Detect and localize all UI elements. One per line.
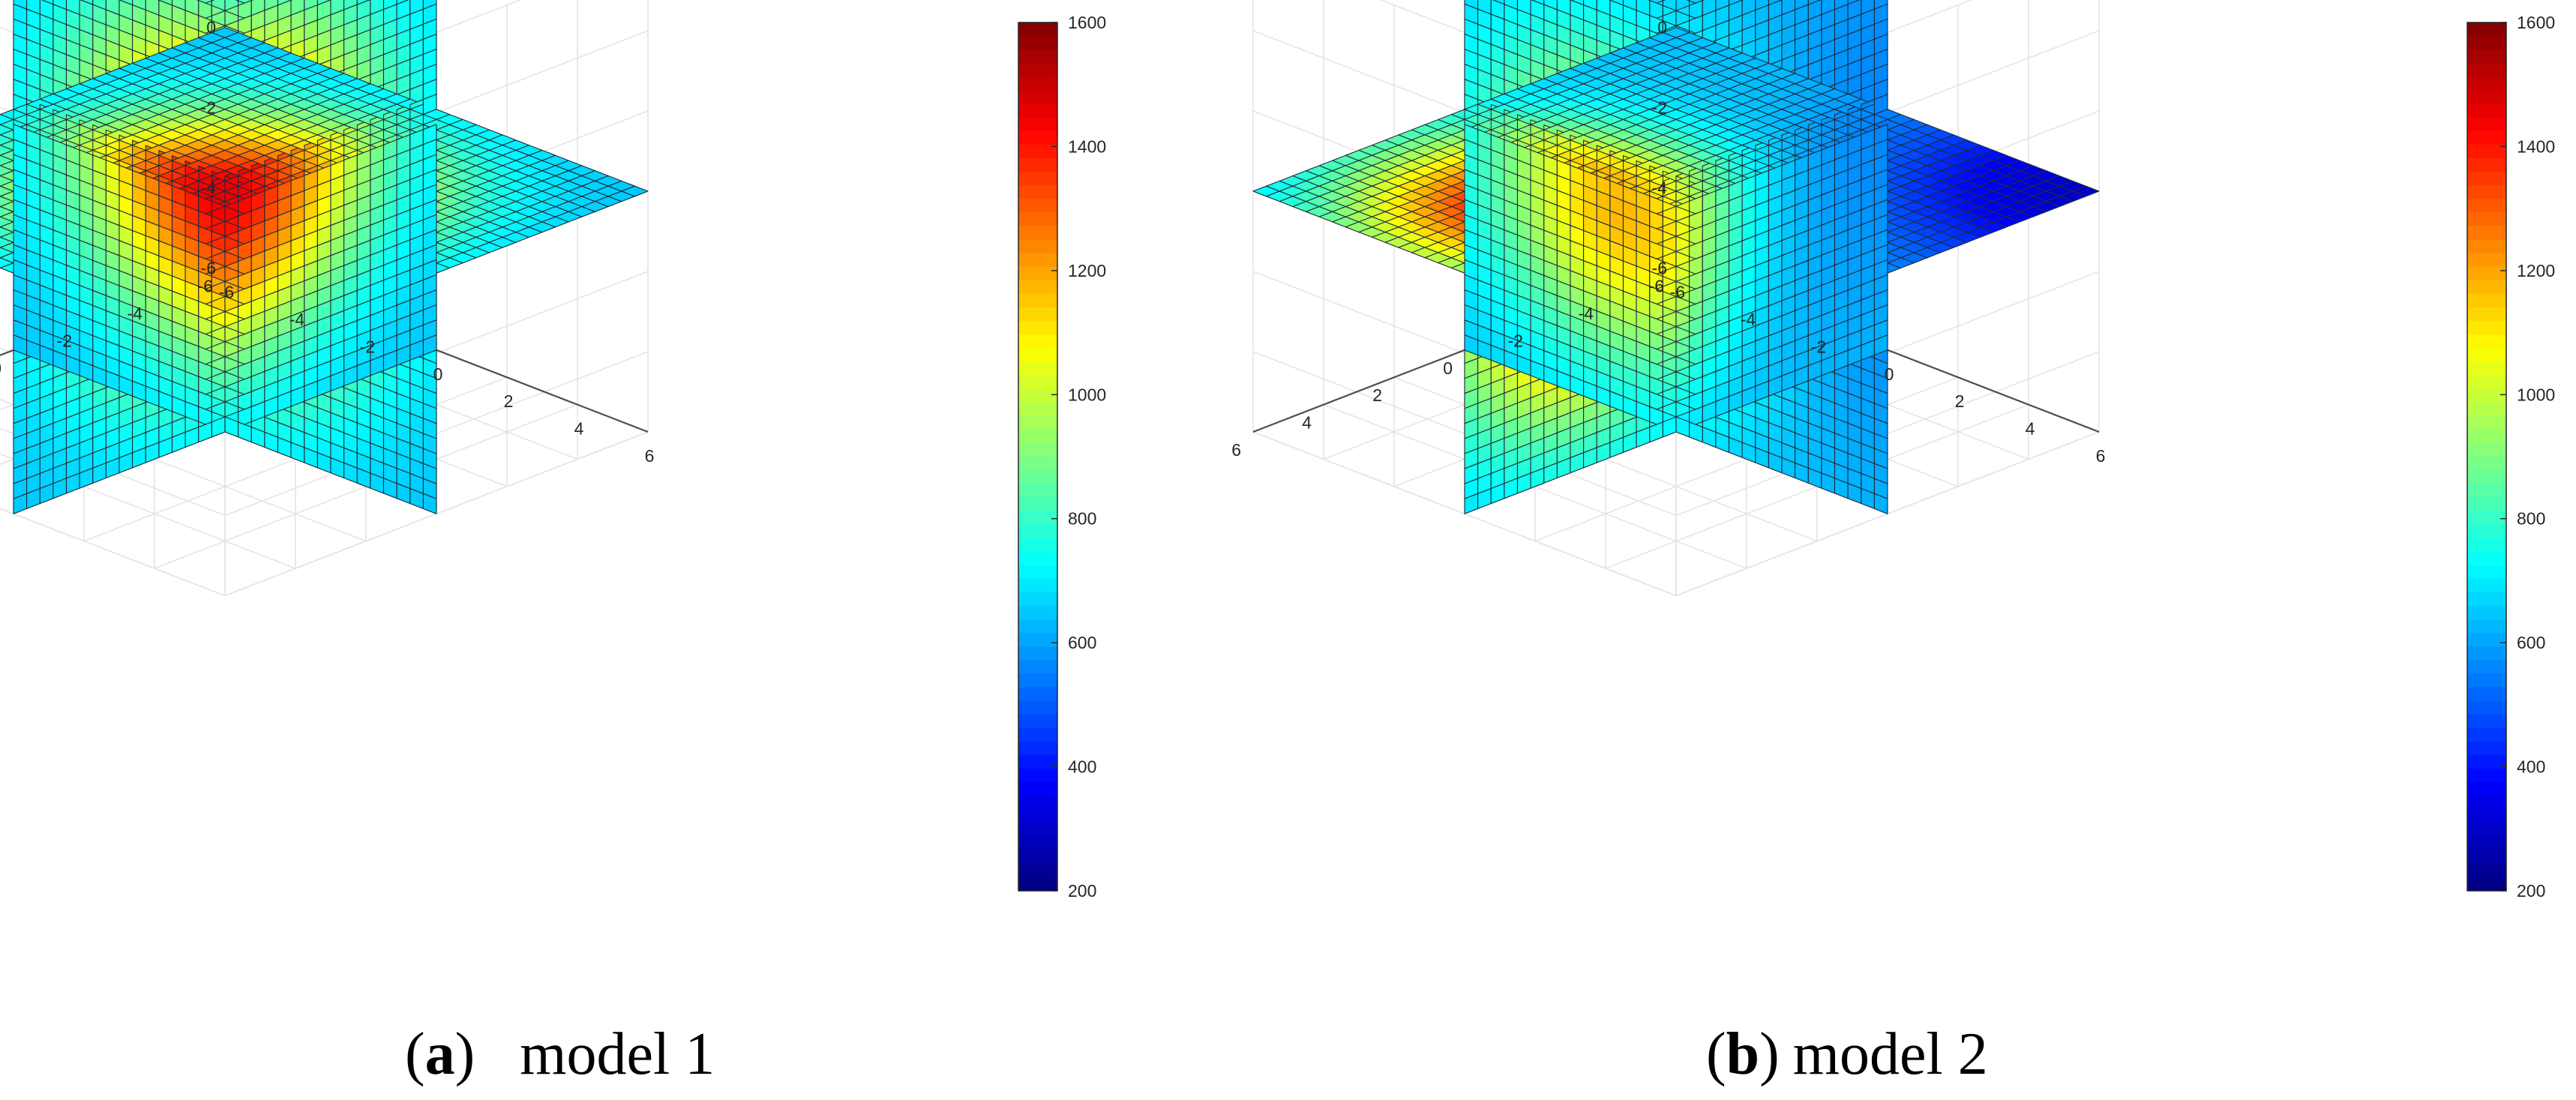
y-tick-label: -6 xyxy=(198,277,213,296)
colorbar-band xyxy=(1018,76,1057,91)
colorbar-band xyxy=(1018,63,1057,77)
panel-a-colorbar: 1600 1400 1200 1000 800 600 400 200 xyxy=(1018,13,1106,901)
colorbar-band xyxy=(1018,565,1057,580)
colorbar-band xyxy=(1018,836,1057,851)
x-tick-label: 0 xyxy=(433,364,443,384)
colorbar-band xyxy=(1018,130,1057,145)
colorbar-band xyxy=(1018,524,1057,539)
colorbar-band xyxy=(1018,700,1057,715)
colorbar-band xyxy=(1018,470,1057,484)
colorbar-band xyxy=(1018,538,1057,553)
colorbar-band xyxy=(1018,307,1057,322)
colorbar-band xyxy=(1018,293,1057,308)
colorbar-band xyxy=(1018,49,1057,64)
panel-a-slices xyxy=(0,0,649,514)
x-tick-label: -6 xyxy=(219,283,234,302)
colorbar-band xyxy=(1018,185,1057,199)
y-tick-label: 0 xyxy=(0,358,1,378)
colorbar-band xyxy=(1018,578,1057,593)
colorbar-tick-label: 1400 xyxy=(1068,136,1106,156)
colorbar-band xyxy=(1018,212,1057,226)
colorbar-band xyxy=(1018,633,1057,647)
z-tick-label: -2 xyxy=(201,98,216,118)
y-tick-label: -4 xyxy=(127,304,143,323)
z-tick-label: -4 xyxy=(201,178,217,198)
panel-a-caption-letter: a xyxy=(425,1021,455,1087)
colorbar-band xyxy=(1018,334,1057,349)
colorbar-band xyxy=(1018,280,1057,295)
colorbar-band xyxy=(1018,484,1057,498)
colorbar-band xyxy=(1018,782,1057,796)
colorbar-tick-label: 1600 xyxy=(1068,13,1106,32)
colorbar-band xyxy=(1018,266,1057,281)
z-tick-label: -6 xyxy=(201,259,216,278)
colorbar-tick-label: 1200 xyxy=(1068,261,1106,280)
colorbar-tick-label: 800 xyxy=(1068,509,1096,529)
colorbar-band xyxy=(1018,361,1057,376)
colorbar-band xyxy=(1018,660,1057,675)
colorbar-tick-label: 200 xyxy=(1068,881,1096,901)
colorbar-band xyxy=(1018,619,1057,634)
colorbar-band xyxy=(1018,429,1057,444)
x-tick-label: 6 xyxy=(645,446,655,466)
colorbar-band xyxy=(1018,809,1057,824)
colorbar-band xyxy=(1018,714,1057,729)
colorbar-band xyxy=(1018,239,1057,254)
colorbar-band xyxy=(1018,823,1057,838)
colorbar-tick-label: 1000 xyxy=(1068,385,1106,404)
panel-a-caption: (a) model 1 xyxy=(405,1021,715,1087)
colorbar-band xyxy=(1018,442,1057,457)
colorbar-band xyxy=(1018,877,1057,892)
y-tick-label: -2 xyxy=(57,331,72,350)
colorbar-band xyxy=(1018,375,1057,390)
colorbar-band xyxy=(1018,172,1057,186)
colorbar-band xyxy=(1018,90,1057,105)
panel-a-caption-text: model 1 xyxy=(520,1021,715,1087)
z-tick-label: 0 xyxy=(206,18,216,37)
x-tick-label: 4 xyxy=(574,419,584,439)
colorbar-band xyxy=(1018,321,1057,335)
colorbar-band xyxy=(1018,226,1057,241)
colorbar-band xyxy=(1018,850,1057,865)
colorbar-band xyxy=(1018,497,1057,511)
colorbar-band xyxy=(1018,388,1057,403)
colorbar-band xyxy=(1018,157,1057,172)
colorbar-band xyxy=(1018,103,1057,118)
colorbar-band xyxy=(1018,741,1057,756)
colorbar-band xyxy=(1018,457,1057,471)
colorbar-band xyxy=(1018,592,1057,607)
x-tick-label: 2 xyxy=(504,391,514,411)
x-tick-label: -4 xyxy=(289,310,305,329)
colorbar-band xyxy=(1018,606,1057,620)
colorbar-band xyxy=(1018,415,1057,430)
colorbar-band xyxy=(1018,402,1057,417)
colorbar-band xyxy=(1018,348,1057,362)
colorbar-band xyxy=(1018,117,1057,132)
colorbar-band xyxy=(1018,511,1057,526)
colorbar-band xyxy=(1018,673,1057,688)
colorbar-band xyxy=(1018,22,1057,37)
colorbar-tick-label: 600 xyxy=(1068,633,1096,652)
colorbar-band xyxy=(1018,687,1057,702)
colorbar-band xyxy=(1018,646,1057,661)
colorbar-band xyxy=(1018,769,1057,783)
colorbar-tick-label: 400 xyxy=(1068,757,1096,777)
colorbar-band xyxy=(1018,253,1057,268)
colorbar-band xyxy=(1018,551,1057,566)
colorbar-band xyxy=(1018,199,1057,213)
x-tick-label: -2 xyxy=(360,337,375,356)
colorbar-band xyxy=(1018,727,1057,742)
colorbar-band xyxy=(1018,36,1057,50)
colorbar-band xyxy=(1018,863,1057,878)
colorbar-band xyxy=(1018,796,1057,811)
